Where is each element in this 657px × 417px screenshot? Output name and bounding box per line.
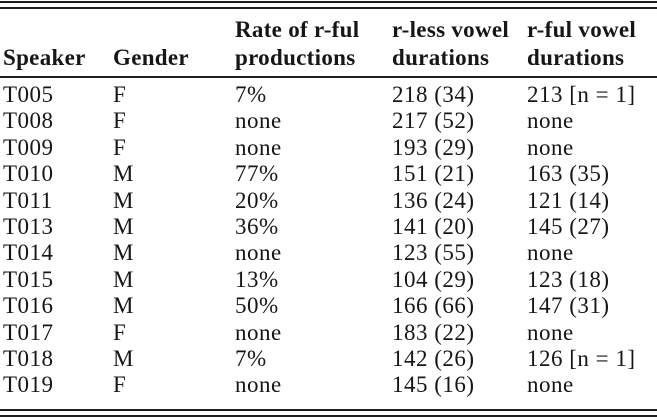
cell-gender: M	[113, 266, 134, 292]
table-row: T013 M 36% 141 (20) 145 (27)	[0, 214, 657, 240]
top-double-rule	[0, 1, 657, 9]
cell-rful: 147 (31)	[527, 293, 610, 319]
cell-speaker: T015	[3, 266, 54, 292]
cell-rful: none	[527, 319, 574, 345]
cell-gender: M	[113, 346, 134, 372]
cell-rless: 151 (21)	[392, 161, 475, 187]
cell-gender: F	[113, 82, 127, 107]
column-header-rate-of-r-ful-productions: Rate of r-ful productions	[235, 17, 360, 70]
cell-speaker: T011	[3, 187, 53, 213]
cell-gender: F	[113, 319, 127, 345]
column-header-speaker: Speaker	[3, 45, 86, 70]
cell-rate: 77%	[235, 161, 279, 187]
cell-rate: none	[235, 319, 282, 345]
cell-rless: 166 (66)	[392, 293, 475, 319]
cell-gender: F	[113, 108, 127, 134]
cell-rate: none	[235, 240, 282, 266]
bottom-double-rule	[0, 408, 657, 417]
cell-gender: F	[113, 134, 127, 160]
cell-rful: 213 [n = 1]	[527, 82, 636, 107]
cell-rless: 217 (52)	[392, 108, 475, 134]
cell-rful: 145 (27)	[527, 214, 610, 240]
cell-gender: M	[113, 293, 134, 319]
cell-speaker: T014	[3, 240, 54, 266]
cell-rate: none	[235, 134, 282, 160]
cell-gender: M	[113, 240, 134, 266]
cell-gender: M	[113, 187, 134, 213]
cell-speaker: T016	[3, 293, 54, 319]
cell-rate: none	[235, 372, 282, 398]
cell-rful: 126 [n = 1]	[527, 346, 636, 372]
table-header: Speaker Gender Rate of r-ful productions…	[0, 9, 657, 77]
cell-rless: 141 (20)	[392, 214, 475, 240]
cell-rful: none	[527, 240, 574, 266]
cell-rless: 142 (26)	[392, 346, 475, 372]
cell-gender: M	[113, 161, 134, 187]
cell-rless: 145 (16)	[392, 372, 475, 398]
table-row: T005 F 7% 218 (34) 213 [n = 1]	[0, 77, 657, 108]
cell-rful: none	[527, 108, 574, 134]
cell-rate: 7%	[235, 82, 267, 107]
speaker-rhoticity-table: Speaker Gender Rate of r-ful productions…	[0, 9, 657, 404]
cell-gender: M	[113, 214, 134, 240]
cell-rless: 123 (55)	[392, 240, 475, 266]
cell-rate: 13%	[235, 266, 279, 292]
cell-rful: 163 (35)	[527, 161, 610, 187]
table-row: T016 M 50% 166 (66) 147 (31)	[0, 293, 657, 319]
cell-rful: 123 (18)	[527, 266, 610, 292]
table-row: T011 M 20% 136 (24) 121 (14)	[0, 188, 657, 214]
cell-rless: 104 (29)	[392, 266, 475, 292]
cell-speaker: T005	[3, 82, 54, 107]
cell-rate: none	[235, 108, 282, 134]
table-row: T010 M 77% 151 (21) 163 (35)	[0, 161, 657, 187]
cell-rful: 121 (14)	[527, 187, 610, 213]
cell-speaker: T010	[3, 161, 54, 187]
cell-speaker: T013	[3, 214, 54, 240]
column-header-r-ful-vowel-durations: r-ful vowel durations	[527, 17, 637, 70]
table-row: T018 M 7% 142 (26) 126 [n = 1]	[0, 346, 657, 372]
cell-speaker: T017	[3, 319, 54, 345]
cell-rate: 20%	[235, 187, 279, 213]
cell-rate: 36%	[235, 214, 279, 240]
cell-rate: 7%	[235, 346, 267, 372]
column-header-gender: Gender	[113, 45, 189, 70]
cell-speaker: T019	[3, 372, 54, 398]
cell-rless: 218 (34)	[392, 82, 475, 107]
cell-speaker: T018	[3, 346, 54, 372]
cell-rful: none	[527, 372, 574, 398]
cell-rless: 183 (22)	[392, 319, 475, 345]
column-header-r-less-vowel-durations: r-less vowel durations	[392, 17, 510, 70]
cell-speaker: T008	[3, 108, 54, 134]
header-row: Speaker Gender Rate of r-ful productions…	[0, 9, 657, 77]
cell-rless: 136 (24)	[392, 187, 475, 213]
cell-speaker: T009	[3, 134, 54, 160]
cell-rless: 193 (29)	[392, 134, 475, 160]
table-row: T015 M 13% 104 (29) 123 (18)	[0, 267, 657, 293]
cell-rate: 50%	[235, 293, 279, 319]
cell-rful: none	[527, 134, 574, 160]
cell-gender: F	[113, 372, 127, 398]
